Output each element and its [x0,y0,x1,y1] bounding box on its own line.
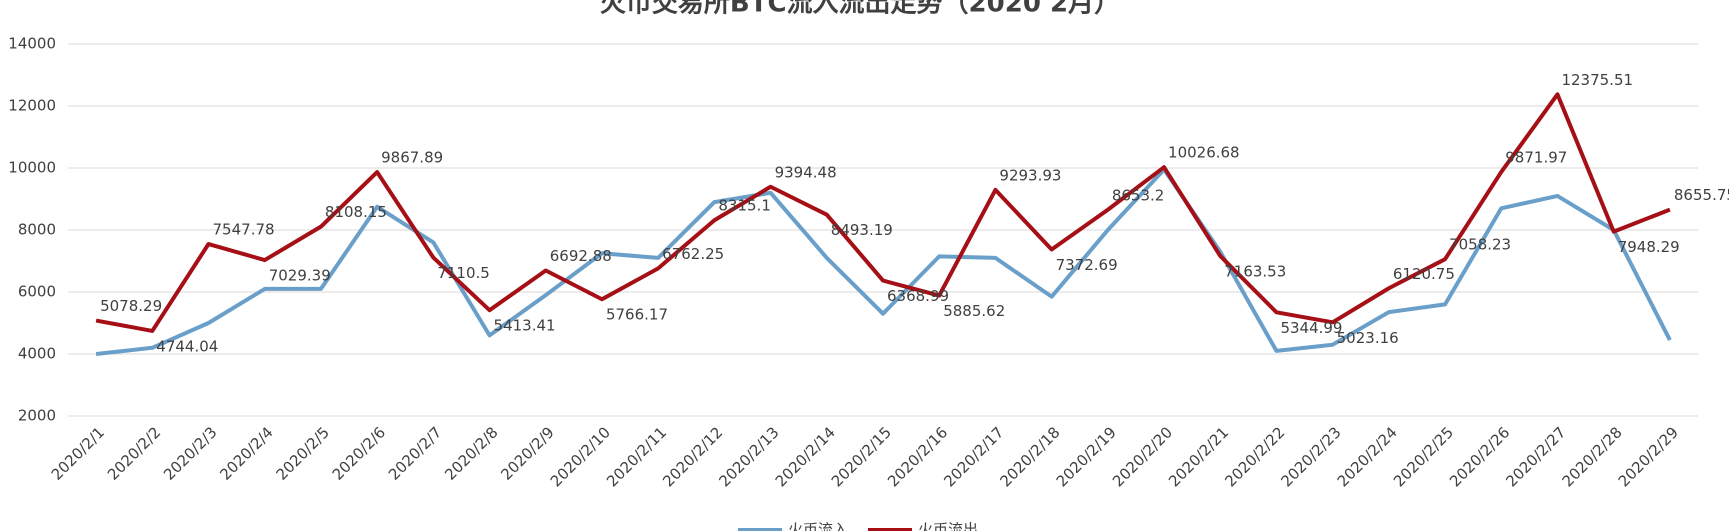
y-tick-label: 6000 [18,283,56,301]
data-label: 4744.04 [156,337,218,355]
data-label: 6120.75 [1393,265,1455,283]
data-label: 7948.29 [1618,238,1680,256]
data-label: 7547.78 [213,221,275,239]
x-tick-label: 2020/2/23 [1278,423,1345,490]
x-tick-label: 2020/2/16 [884,423,951,490]
data-label: 8655.75 [1674,186,1729,204]
data-label: 7372.69 [1056,256,1118,274]
data-label: 8493.19 [831,221,893,239]
data-label: 9293.93 [999,166,1061,184]
x-tick-label: 2020/2/8 [441,423,501,483]
x-tick-label: 2020/2/13 [715,423,782,490]
x-tick-label: 2020/2/26 [1446,423,1513,490]
x-tick-label: 2020/2/24 [1334,423,1401,490]
x-tick-label: 2020/2/21 [1165,423,1232,490]
data-label: 5023.16 [1337,329,1399,347]
x-tick-label: 2020/2/5 [273,423,333,483]
x-tick-label: 2020/2/28 [1559,423,1626,490]
x-tick-label: 2020/2/3 [160,423,220,483]
y-tick-label: 12000 [8,97,56,115]
data-label: 8653.2 [1112,186,1165,204]
x-tick-label: 2020/2/22 [1221,423,1288,490]
data-label: 6762.25 [662,245,724,263]
data-label: 5413.41 [494,317,556,335]
x-tick-label: 2020/2/10 [547,423,614,490]
x-tick-label: 2020/2/4 [216,423,276,483]
data-label: 9394.48 [775,163,837,181]
data-label: 8108.15 [325,203,387,221]
data-label: 12375.51 [1561,71,1633,89]
y-tick-label: 4000 [18,345,56,363]
data-label: 5344.99 [1280,319,1342,337]
x-tick-label: 2020/2/6 [329,423,389,483]
x-tick-label: 2020/2/17 [940,423,1007,490]
x-tick-label: 2020/2/15 [828,423,895,490]
x-tick-label: 2020/2/19 [1053,423,1120,490]
x-tick-label: 2020/2/7 [385,423,445,483]
x-tick-label: 2020/2/1 [48,423,108,483]
x-tick-label: 2020/2/2 [104,423,164,483]
y-tick-label: 14000 [8,35,56,53]
data-label: 7029.39 [269,267,331,285]
data-label: 8315.1 [718,197,771,215]
data-label: 6368.99 [887,287,949,305]
x-tick-label: 2020/2/14 [772,423,839,490]
data-label: 9871.97 [1505,148,1567,166]
x-tick-label: 2020/2/20 [1109,423,1176,490]
data-label: 5885.62 [943,302,1005,320]
y-tick-label: 8000 [18,221,56,239]
legend-label: 火币流出 [918,521,978,531]
series-line [95,92,1671,333]
x-tick-label: 2020/2/11 [603,423,670,490]
data-label: 10026.68 [1168,144,1240,162]
data-label: 5078.29 [100,297,162,315]
data-label: 9867.89 [381,149,443,167]
x-tick-label: 2020/2/29 [1615,423,1682,490]
x-tick-label: 2020/2/18 [997,423,1064,490]
series-line [95,167,1672,356]
x-tick-label: 2020/2/25 [1390,423,1457,490]
x-tick-label: 2020/2/27 [1502,423,1569,490]
x-tick-label: 2020/2/12 [659,423,726,490]
chart-title: 火币交易所BTC流入流出走势（2020 2月） [600,0,1120,19]
legend-label: 火币流入 [788,521,848,531]
data-label: 5766.17 [606,306,668,324]
data-label: 6692.88 [550,247,612,265]
data-label: 7163.53 [1224,262,1286,280]
y-tick-label: 10000 [8,159,56,177]
y-tick-label: 2000 [18,407,56,425]
data-label: 7110.5 [437,264,490,282]
data-label: 7058.23 [1449,236,1511,254]
